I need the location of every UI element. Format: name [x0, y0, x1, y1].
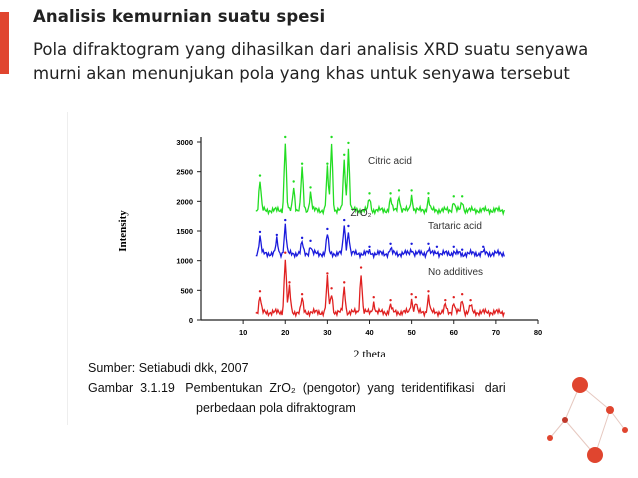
peak-marker	[368, 192, 371, 195]
peak-marker	[258, 230, 262, 234]
figure-caption-line1: Gambar 3.1.19 Pembentukan ZrO₂ (pengotor…	[88, 381, 506, 395]
peak-marker	[452, 296, 455, 299]
peak-marker	[343, 281, 346, 284]
series-label: Citric acid	[368, 156, 412, 167]
slide-paragraph: Pola difraktogram yang dihasilkan dari a…	[33, 40, 589, 83]
x-tick-label: 80	[534, 328, 542, 337]
peak-marker	[427, 192, 430, 195]
peak-marker	[469, 298, 472, 302]
caption-word: (pengotor)	[302, 381, 361, 395]
peak-marker	[368, 245, 371, 248]
x-tick-label: 40	[365, 328, 373, 337]
y-tick-label: 2000	[176, 197, 193, 206]
peak-marker	[284, 251, 287, 254]
peak-marker	[326, 272, 329, 275]
caption-word: teridentifikasi	[401, 381, 475, 395]
y-tick-label: 1500	[176, 227, 193, 236]
peak-marker	[330, 287, 333, 290]
peak-marker	[452, 195, 455, 198]
peak-marker	[460, 248, 464, 251]
molecule-node	[622, 427, 628, 433]
peak-marker	[309, 186, 312, 189]
peak-marker	[292, 180, 295, 183]
caption-number: 3.1.19	[140, 381, 175, 395]
peak-marker	[414, 296, 418, 299]
peak-marker	[410, 189, 413, 192]
x-tick-label: 50	[407, 328, 415, 337]
peak-marker	[347, 141, 350, 145]
x-tick-label: 30	[323, 328, 331, 337]
peak-marker	[326, 227, 329, 231]
x-axis-label: 2 theta	[353, 347, 386, 357]
figure-source: Sumber: Setiabudi dkk, 2007	[88, 361, 249, 375]
peak-marker	[300, 293, 304, 296]
peak-marker	[258, 174, 262, 177]
peak-marker	[389, 242, 392, 245]
y-tick-label: 0	[189, 316, 193, 325]
xrd-chart: 10 20 30 40 50 60 70 80 0 500 1000 1500 2000 2500 3000…	[117, 135, 542, 357]
plot-area: 10 20 30 40 50 60 70 80 0 500 1000 1500 2000 2500 3000…	[117, 135, 542, 357]
figure-caption-line2: perbedaan pola difraktogram	[196, 401, 356, 415]
peak-marker	[326, 162, 329, 165]
peak-marker	[343, 153, 346, 156]
peak-marker	[482, 245, 485, 248]
peak-marker	[309, 239, 312, 243]
xrd-figure: 10 20 30 40 50 60 70 80 0 500 1000 1500 2000 2500 3000…	[67, 112, 583, 425]
peak-marker	[288, 281, 291, 284]
peak-marker	[410, 293, 413, 296]
peak-marker	[435, 245, 439, 248]
peak-marker	[427, 242, 430, 245]
molecule-node	[572, 377, 588, 393]
peak-marker	[444, 298, 447, 302]
peak-marker	[300, 236, 304, 240]
decorative-molecule	[547, 377, 628, 463]
molecule-node	[587, 447, 603, 463]
molecule-node	[562, 417, 568, 423]
caption-word: dari	[484, 381, 506, 395]
peak-marker	[389, 192, 392, 195]
series-line-citric-acid	[255, 143, 505, 217]
peak-marker	[372, 296, 375, 299]
x-tick-label: 10	[239, 328, 247, 337]
peak-marker	[284, 218, 287, 222]
peak-marker	[389, 298, 392, 302]
accent-bar	[0, 12, 9, 74]
y-tick-label: 3000	[176, 138, 193, 147]
y-tick-label: 2500	[176, 168, 193, 177]
molecule-bonds	[549, 384, 626, 456]
caption-formula: ZrO₂	[269, 381, 296, 395]
y-tick-label: 1000	[176, 257, 193, 266]
slide-heading: Analisis kemurnian suatu spesi	[33, 7, 326, 26]
x-tick-label: 60	[450, 328, 458, 337]
caption-label: Gambar	[88, 381, 134, 395]
series-line-tartaric-acid	[255, 223, 505, 260]
peak-marker	[330, 135, 333, 139]
caption-word: yang	[367, 381, 395, 395]
y-tick-label: 500	[180, 286, 193, 295]
molecule-node	[547, 435, 553, 441]
series-label: Tartaric acid	[428, 221, 482, 232]
peak-marker	[258, 290, 262, 293]
x-tick-label: 70	[492, 328, 500, 337]
zro2-annotation: ZrO₂	[350, 208, 371, 219]
peak-marker	[460, 293, 464, 296]
peak-marker	[397, 189, 401, 192]
y-axis-label: Intensity	[117, 210, 129, 252]
peak-marker	[452, 245, 455, 248]
peak-marker	[347, 224, 350, 228]
series-label: No additives	[428, 267, 483, 278]
peak-marker	[275, 233, 279, 237]
caption-word: Pembentukan	[185, 381, 263, 395]
peak-marker	[284, 135, 287, 139]
peak-marker	[359, 266, 363, 269]
molecule-node	[606, 406, 614, 414]
peak-marker	[343, 218, 346, 222]
peak-marker	[300, 162, 304, 165]
peak-marker	[410, 242, 413, 245]
peak-marker	[460, 195, 464, 198]
series-line-no-additives	[255, 259, 505, 319]
peak-marker	[427, 290, 430, 293]
x-tick-label: 20	[281, 328, 289, 337]
